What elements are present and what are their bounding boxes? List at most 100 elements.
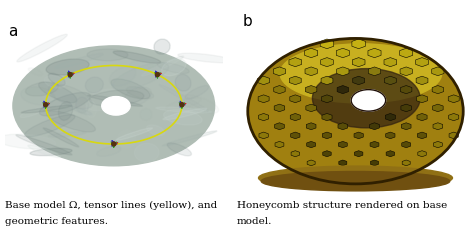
Polygon shape: [338, 141, 347, 148]
Ellipse shape: [175, 74, 191, 91]
Polygon shape: [417, 114, 427, 121]
Polygon shape: [259, 132, 268, 139]
Polygon shape: [417, 95, 428, 103]
Ellipse shape: [20, 108, 44, 118]
Circle shape: [44, 103, 47, 107]
Ellipse shape: [58, 102, 73, 120]
Ellipse shape: [17, 34, 67, 62]
Polygon shape: [386, 132, 395, 139]
Polygon shape: [274, 123, 284, 130]
Ellipse shape: [28, 145, 61, 158]
Polygon shape: [321, 95, 332, 103]
Ellipse shape: [280, 44, 442, 103]
Ellipse shape: [154, 39, 170, 54]
Ellipse shape: [13, 46, 215, 166]
Polygon shape: [291, 151, 300, 157]
Ellipse shape: [44, 76, 66, 88]
Ellipse shape: [46, 111, 95, 132]
Ellipse shape: [86, 101, 96, 118]
Ellipse shape: [21, 87, 55, 105]
Ellipse shape: [167, 143, 191, 156]
Ellipse shape: [134, 126, 187, 142]
Polygon shape: [432, 67, 444, 76]
Text: model.: model.: [237, 217, 273, 227]
Polygon shape: [323, 169, 331, 175]
Polygon shape: [306, 104, 317, 112]
Polygon shape: [432, 86, 444, 94]
Polygon shape: [370, 123, 379, 130]
Ellipse shape: [164, 110, 202, 125]
Ellipse shape: [156, 107, 212, 113]
Polygon shape: [323, 151, 331, 157]
Polygon shape: [289, 58, 301, 67]
Ellipse shape: [48, 73, 65, 86]
Polygon shape: [306, 123, 316, 130]
Polygon shape: [338, 123, 347, 130]
Polygon shape: [384, 58, 397, 67]
Polygon shape: [273, 67, 285, 76]
Polygon shape: [387, 169, 394, 175]
Polygon shape: [353, 76, 365, 85]
Polygon shape: [400, 67, 412, 76]
Ellipse shape: [47, 102, 89, 109]
Polygon shape: [352, 39, 365, 49]
Text: Base model Ω, tensor lines (yellow), and: Base model Ω, tensor lines (yellow), and: [5, 201, 217, 210]
Polygon shape: [402, 141, 410, 148]
Ellipse shape: [90, 90, 144, 106]
Text: geometric features.: geometric features.: [5, 217, 108, 227]
Ellipse shape: [116, 128, 153, 140]
Ellipse shape: [163, 108, 207, 120]
Polygon shape: [449, 114, 459, 121]
Polygon shape: [291, 132, 300, 139]
Polygon shape: [258, 114, 269, 121]
Polygon shape: [307, 141, 316, 148]
Polygon shape: [290, 114, 301, 121]
Polygon shape: [305, 67, 317, 76]
Polygon shape: [401, 123, 411, 130]
Ellipse shape: [48, 132, 86, 137]
Ellipse shape: [118, 130, 136, 148]
Polygon shape: [258, 76, 270, 85]
Ellipse shape: [73, 108, 92, 115]
Polygon shape: [418, 132, 427, 139]
Ellipse shape: [39, 92, 91, 116]
Text: Honeycomb structure rendered on base: Honeycomb structure rendered on base: [237, 201, 447, 210]
Polygon shape: [416, 76, 428, 85]
Circle shape: [112, 142, 116, 146]
Ellipse shape: [351, 90, 386, 111]
Polygon shape: [339, 160, 347, 166]
Ellipse shape: [124, 87, 151, 106]
Ellipse shape: [102, 97, 130, 115]
Polygon shape: [320, 39, 334, 49]
Polygon shape: [433, 141, 442, 148]
Ellipse shape: [0, 134, 56, 149]
Polygon shape: [401, 86, 412, 94]
Ellipse shape: [55, 54, 103, 68]
Ellipse shape: [76, 97, 89, 113]
Polygon shape: [321, 76, 333, 85]
Ellipse shape: [112, 63, 169, 90]
Ellipse shape: [258, 166, 453, 190]
Polygon shape: [290, 95, 301, 103]
Ellipse shape: [21, 105, 72, 113]
Polygon shape: [290, 76, 301, 85]
Polygon shape: [433, 123, 443, 130]
Circle shape: [155, 73, 159, 76]
Ellipse shape: [38, 82, 77, 103]
Ellipse shape: [16, 135, 72, 155]
Polygon shape: [433, 104, 443, 112]
Ellipse shape: [111, 79, 150, 99]
Polygon shape: [275, 141, 284, 148]
Ellipse shape: [87, 49, 128, 61]
Polygon shape: [274, 104, 285, 112]
Ellipse shape: [25, 115, 75, 137]
Polygon shape: [402, 160, 410, 166]
Polygon shape: [339, 179, 346, 184]
Ellipse shape: [146, 125, 164, 136]
Circle shape: [180, 103, 184, 107]
Polygon shape: [371, 160, 379, 166]
Ellipse shape: [130, 60, 158, 69]
Ellipse shape: [140, 109, 152, 120]
Ellipse shape: [46, 59, 89, 75]
Polygon shape: [337, 67, 349, 76]
